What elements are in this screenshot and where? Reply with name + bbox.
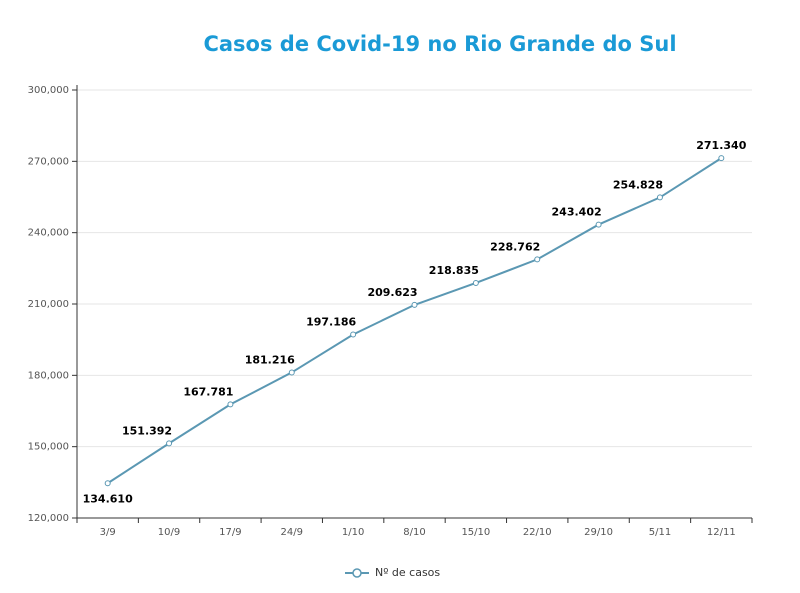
legend-label: Nº de casos [375, 566, 440, 579]
y-tick-label: 300,000 [28, 85, 69, 96]
value-label: 151.392 [122, 424, 172, 437]
x-tick-label: 29/10 [584, 527, 613, 538]
y-tick-label: 150,000 [28, 442, 69, 453]
value-label: 243.402 [552, 206, 602, 219]
data-line [107, 157, 722, 485]
chart-title: Casos de Covid-19 no Rio Grande do Sul [203, 32, 676, 56]
data-point [288, 369, 295, 376]
data-point [227, 401, 234, 408]
data-point [718, 155, 725, 162]
y-tick-label: 180,000 [28, 370, 69, 381]
value-label: 209.623 [367, 286, 417, 299]
value-label: 197.186 [306, 315, 356, 328]
x-tick-label: 24/9 [281, 527, 303, 538]
value-label: 181.216 [245, 353, 295, 366]
x-tick-label: 17/9 [219, 527, 241, 538]
value-label: 218.835 [429, 264, 479, 277]
data-point [350, 331, 357, 338]
data-point [472, 279, 479, 286]
data-point [166, 440, 173, 447]
data-point [104, 480, 111, 487]
value-label: 271.340 [696, 139, 746, 152]
x-tick-label: 3/9 [100, 527, 116, 538]
data-point [534, 256, 541, 263]
y-tick-label: 270,000 [28, 156, 69, 167]
x-tick-label: 1/10 [342, 527, 364, 538]
value-label: 254.828 [613, 178, 663, 191]
value-label: 167.781 [183, 385, 233, 398]
legend-marker [352, 568, 362, 578]
x-tick-label: 5/11 [649, 527, 671, 538]
x-tick-label: 15/10 [461, 527, 490, 538]
y-tick-label: 120,000 [28, 513, 69, 524]
value-label: 228.762 [490, 240, 540, 253]
x-tick-label: 8/10 [403, 527, 425, 538]
y-tick-label: 210,000 [28, 299, 69, 310]
data-point [656, 194, 663, 201]
y-tick-label: 240,000 [28, 228, 69, 239]
data-point [595, 221, 602, 228]
x-tick-label: 22/10 [523, 527, 552, 538]
x-tick-label: 10/9 [158, 527, 180, 538]
x-tick-label: 12/11 [707, 527, 736, 538]
data-point [411, 301, 418, 308]
value-label: 134.610 [83, 492, 133, 505]
